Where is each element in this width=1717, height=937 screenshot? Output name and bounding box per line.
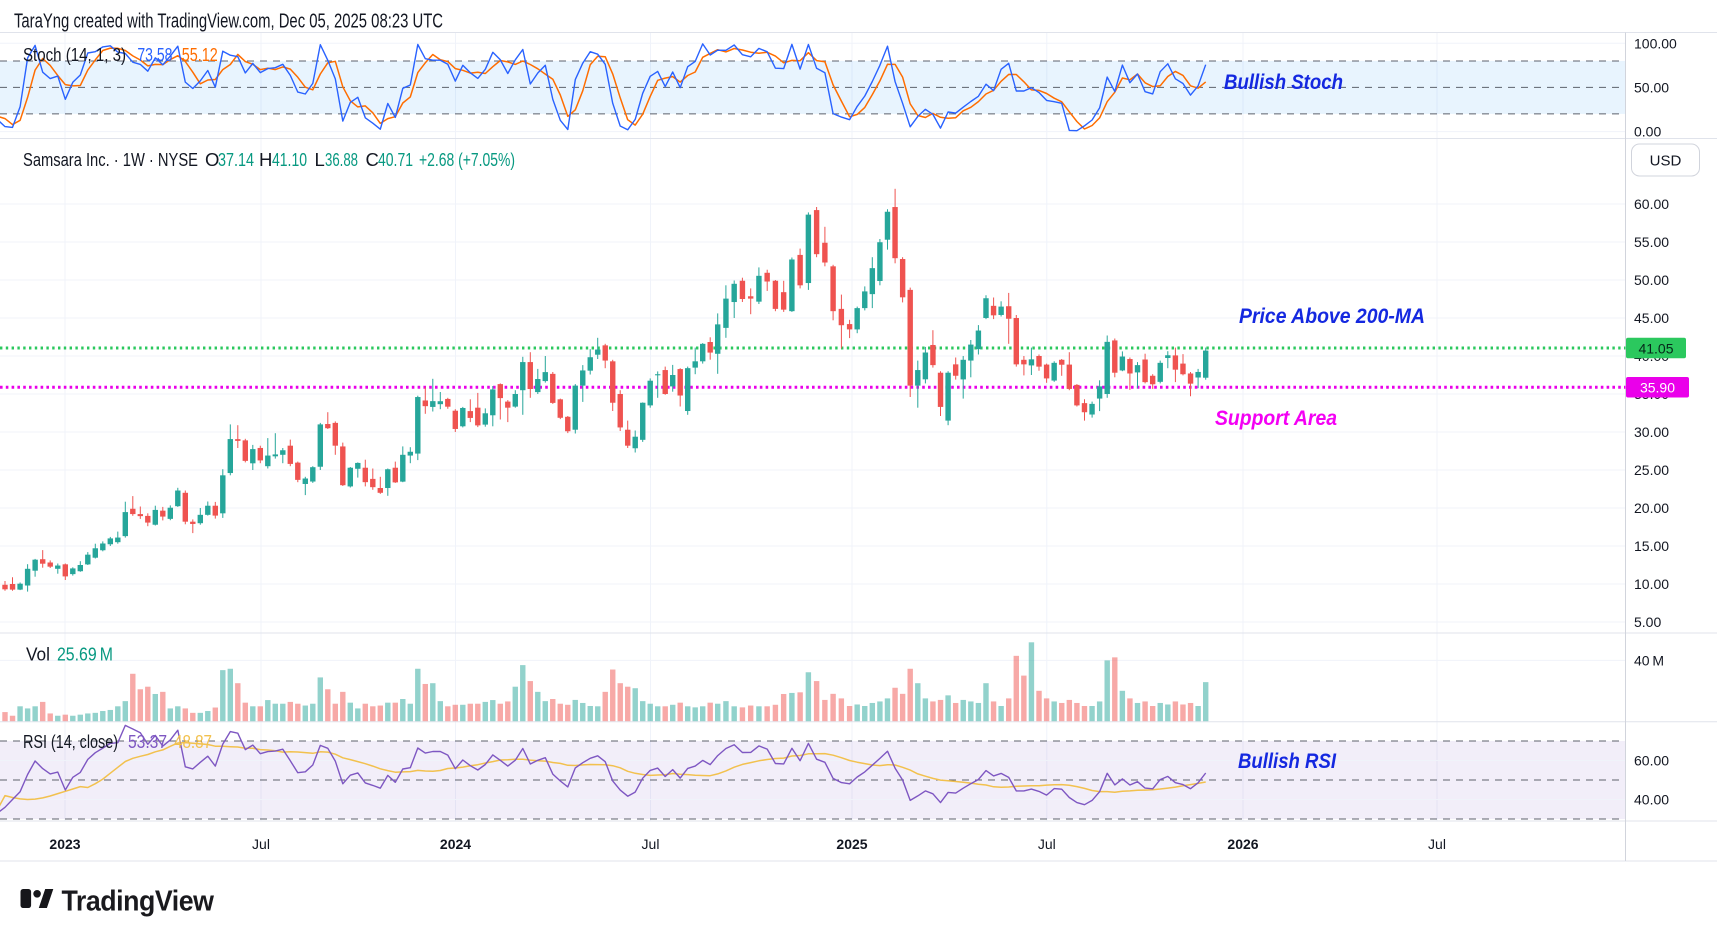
svg-text:USD: USD xyxy=(1650,153,1682,170)
svg-text:36.88: 36.88 xyxy=(325,149,358,170)
svg-text:2024: 2024 xyxy=(440,836,471,852)
svg-text:37.14: 37.14 xyxy=(218,149,254,170)
svg-text:25.00: 25.00 xyxy=(1634,462,1669,478)
svg-text:Jul: Jul xyxy=(252,836,270,852)
svg-text:Bullish RSI: Bullish RSI xyxy=(1238,750,1337,773)
svg-text:41.10: 41.10 xyxy=(272,149,307,170)
svg-text:45.00: 45.00 xyxy=(1634,310,1669,326)
svg-text:Vol: Vol xyxy=(26,644,50,665)
svg-text:55.00: 55.00 xyxy=(1634,234,1669,250)
svg-text:41.05: 41.05 xyxy=(1638,340,1673,356)
svg-text:73.58: 73.58 xyxy=(137,44,172,65)
svg-text:2025: 2025 xyxy=(836,836,867,852)
svg-text:10.00: 10.00 xyxy=(1634,576,1669,592)
svg-text:Jul: Jul xyxy=(1428,836,1446,852)
svg-text:2026: 2026 xyxy=(1227,836,1258,852)
svg-text:Bullish Stoch: Bullish Stoch xyxy=(1224,71,1343,94)
svg-text:TaraYng created with TradingVi: TaraYng created with TradingView.com, De… xyxy=(14,11,443,33)
svg-text:2023: 2023 xyxy=(49,836,80,852)
svg-text:50.00: 50.00 xyxy=(1634,272,1669,288)
svg-text:O: O xyxy=(205,149,219,170)
svg-text:53.37: 53.37 xyxy=(128,731,167,752)
svg-text:C: C xyxy=(366,149,379,170)
svg-text:Jul: Jul xyxy=(642,836,660,852)
svg-text:5.00: 5.00 xyxy=(1634,614,1661,630)
svg-text:48.87: 48.87 xyxy=(174,731,212,752)
svg-text:60.00: 60.00 xyxy=(1634,196,1669,212)
svg-text:Jul: Jul xyxy=(1038,836,1056,852)
svg-text:25.69 M: 25.69 M xyxy=(57,644,113,665)
svg-text:+2.68 (+7.05%): +2.68 (+7.05%) xyxy=(419,149,515,170)
svg-text:40.71: 40.71 xyxy=(378,149,413,170)
svg-text:30.00: 30.00 xyxy=(1634,424,1669,440)
svg-text:60.00: 60.00 xyxy=(1634,753,1669,769)
svg-text:0.00: 0.00 xyxy=(1634,124,1661,140)
svg-text:Support Area: Support Area xyxy=(1215,407,1337,430)
svg-text:Stoch (14, 1, 3): Stoch (14, 1, 3) xyxy=(23,44,126,65)
svg-text:20.00: 20.00 xyxy=(1634,500,1669,516)
svg-text:40 M: 40 M xyxy=(1634,652,1664,668)
svg-text:35.90: 35.90 xyxy=(1640,380,1675,396)
svg-text:100.00: 100.00 xyxy=(1634,35,1677,51)
svg-text:15.00: 15.00 xyxy=(1634,538,1669,554)
svg-text:Samsara Inc. · 1W · NYSE: Samsara Inc. · 1W · NYSE xyxy=(23,149,198,170)
svg-text:40.00: 40.00 xyxy=(1634,792,1669,808)
svg-text:H: H xyxy=(259,149,272,170)
svg-text:RSI (14, close): RSI (14, close) xyxy=(23,731,118,752)
svg-text:50.00: 50.00 xyxy=(1634,79,1669,95)
svg-text:55.12: 55.12 xyxy=(182,44,218,65)
svg-text:TradingView: TradingView xyxy=(62,886,215,918)
svg-text:Price Above 200-MA: Price Above 200-MA xyxy=(1239,305,1425,328)
svg-text:L: L xyxy=(315,149,325,170)
